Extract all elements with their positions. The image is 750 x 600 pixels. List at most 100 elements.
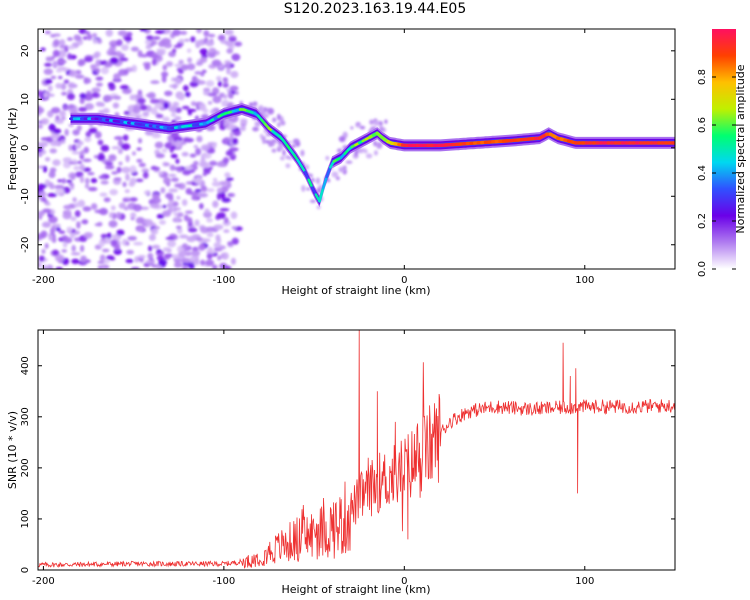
noise-speckle: [51, 226, 56, 230]
noise-speckle: [69, 69, 77, 78]
noise-speckle: [148, 245, 153, 252]
noise-speckle: [301, 184, 306, 192]
noise-speckle: [224, 265, 232, 269]
noise-speckle: [43, 68, 53, 75]
noise-speckle: [190, 101, 197, 107]
noise-speckle: [175, 225, 182, 230]
noise-speckle: [206, 226, 215, 233]
noise-speckle: [149, 203, 160, 209]
noise-speckle: [57, 75, 63, 80]
noise-speckle: [198, 203, 204, 210]
noise-speckle: [111, 171, 118, 175]
y-tick-label: 400: [20, 356, 31, 375]
noise-speckle: [178, 59, 184, 65]
x-tick-label: 100: [575, 275, 594, 286]
noise-speckle: [233, 130, 241, 136]
noise-speckle: [45, 57, 54, 62]
noise-speckle: [219, 207, 230, 212]
snr-x-label: Height of straight line (km): [281, 583, 430, 596]
noise-speckle: [208, 47, 216, 53]
noise-speckle: [230, 156, 236, 160]
noise-speckle: [182, 169, 192, 176]
noise-speckle: [199, 57, 208, 64]
colorbar-tick-label: 0.4: [697, 165, 708, 181]
noise-speckle: [114, 50, 123, 57]
noise-speckle: [125, 258, 134, 264]
noise-speckle: [79, 97, 85, 105]
noise-speckle: [277, 113, 281, 121]
noise-speckle: [130, 266, 140, 269]
noise-speckle: [161, 148, 168, 153]
noise-speckle: [184, 91, 191, 98]
noise-speckle: [112, 102, 120, 109]
noise-speckle: [39, 191, 47, 197]
noise-speckle: [79, 92, 87, 99]
noise-speckle: [190, 250, 201, 256]
spectrogram-marks: [38, 29, 675, 269]
noise-speckle: [121, 166, 131, 174]
noise-speckle: [202, 172, 207, 177]
noise-speckle: [80, 149, 85, 156]
noise-speckle: [151, 244, 161, 250]
noise-speckle: [57, 59, 67, 64]
x-tick-label: -100: [213, 275, 236, 286]
noise-speckle: [47, 84, 53, 92]
y-tick-label: 20: [20, 44, 31, 57]
noise-speckle: [167, 239, 177, 248]
noise-speckle: [72, 129, 80, 136]
figure-title: S120.2023.163.19.44.E05: [283, 1, 467, 17]
noise-speckle: [227, 241, 233, 246]
noise-speckle: [136, 147, 142, 151]
noise-speckle: [77, 160, 83, 164]
noise-speckle: [335, 176, 340, 181]
noise-speckle: [222, 157, 230, 164]
noise-speckle: [79, 244, 85, 252]
noise-speckle: [239, 125, 246, 132]
noise-speckle: [44, 62, 53, 67]
noise-speckle: [83, 93, 94, 101]
snr-ticks: -200 -100 0 100 0 100 200 300 400: [20, 330, 675, 587]
y-tick-label: 200: [20, 458, 31, 477]
noise-speckle: [125, 241, 130, 246]
noise-speckle: [86, 33, 93, 41]
noise-speckle: [228, 147, 239, 152]
noise-speckle: [184, 210, 194, 214]
noise-speckle: [140, 104, 148, 111]
noise-speckle: [190, 36, 196, 43]
noise-speckle: [92, 33, 98, 38]
noise-speckle: [125, 173, 130, 181]
ridge-segment: [321, 175, 329, 190]
noise-speckle: [156, 265, 163, 269]
noise-speckle: [52, 159, 61, 167]
noise-speckle: [156, 213, 165, 219]
noise-speckle: [196, 29, 202, 34]
noise-speckle: [38, 210, 45, 217]
noise-speckle: [74, 202, 80, 208]
noise-speckle: [173, 166, 183, 171]
noise-speckle: [357, 124, 362, 128]
noise-speckle: [201, 185, 208, 193]
noise-speckle: [100, 233, 108, 239]
noise-speckle: [217, 34, 226, 41]
noise-speckle: [49, 167, 57, 173]
noise-speckle: [66, 226, 73, 232]
noise-speckle: [207, 246, 213, 254]
noise-speckle: [285, 155, 291, 160]
noise-speckle: [85, 177, 90, 185]
noise-speckle: [221, 197, 231, 203]
noise-speckle: [181, 199, 188, 206]
noise-speckle: [252, 126, 259, 132]
noise-speckle: [225, 62, 231, 69]
noise-speckle: [120, 143, 131, 151]
noise-speckle: [267, 107, 275, 115]
noise-speckle: [55, 115, 60, 121]
noise-speckle: [113, 73, 121, 81]
colorbar-tick-label: 0.8: [697, 69, 708, 85]
noise-speckle: [373, 150, 378, 156]
noise-speckle: [83, 231, 93, 239]
noise-speckle: [193, 160, 199, 166]
noise-speckle: [52, 142, 60, 146]
noise-speckle: [151, 193, 161, 199]
noise-speckle: [79, 163, 85, 171]
noise-speckle: [95, 76, 104, 81]
